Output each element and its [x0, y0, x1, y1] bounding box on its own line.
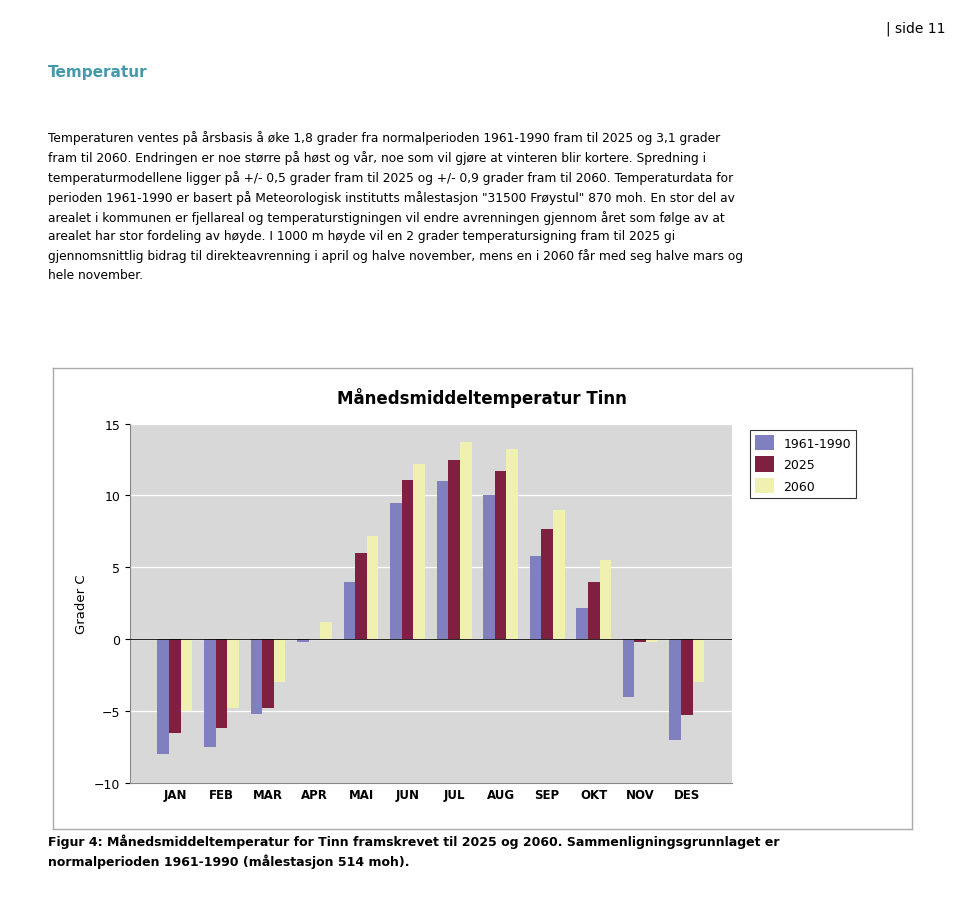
- Bar: [169, 640, 180, 732]
- Bar: [321, 622, 332, 640]
- Bar: [448, 460, 460, 640]
- Bar: [507, 450, 518, 640]
- Bar: [297, 640, 309, 642]
- Bar: [204, 640, 216, 747]
- Bar: [251, 640, 262, 714]
- Text: Temperaturen ventes på årsbasis å øke 1,8 grader fra normalperioden 1961-1990 fr: Temperaturen ventes på årsbasis å øke 1,…: [48, 131, 743, 281]
- Bar: [344, 582, 355, 640]
- Bar: [367, 536, 378, 640]
- Text: Figur 4: Månedsmiddeltemperatur for Tinn framskrevet til 2025 og 2060. Sammenlig: Figur 4: Månedsmiddeltemperatur for Tinn…: [48, 834, 780, 868]
- Text: | side 11: | side 11: [886, 21, 946, 36]
- Bar: [681, 640, 692, 715]
- Bar: [669, 640, 681, 740]
- Bar: [692, 640, 705, 682]
- Bar: [180, 640, 192, 711]
- Bar: [541, 529, 553, 640]
- Bar: [437, 482, 448, 640]
- Bar: [646, 640, 658, 642]
- Bar: [588, 582, 600, 640]
- Y-axis label: Grader C: Grader C: [76, 574, 88, 633]
- Bar: [157, 640, 169, 754]
- Bar: [576, 608, 588, 640]
- Bar: [635, 640, 646, 642]
- Text: Månedsmiddeltemperatur Tinn: Månedsmiddeltemperatur Tinn: [338, 387, 627, 407]
- Bar: [530, 557, 541, 640]
- Bar: [460, 443, 471, 640]
- Bar: [262, 640, 274, 709]
- Bar: [274, 640, 285, 682]
- Bar: [414, 465, 425, 640]
- Bar: [402, 480, 414, 640]
- Bar: [483, 496, 494, 640]
- Text: VESTLANDSFORSKING: VESTLANDSFORSKING: [12, 16, 306, 41]
- Bar: [600, 560, 612, 640]
- Legend: 1961-1990, 2025, 2060: 1961-1990, 2025, 2060: [750, 430, 856, 498]
- Bar: [494, 472, 507, 640]
- Bar: [216, 640, 228, 729]
- Bar: [553, 510, 564, 640]
- Bar: [355, 553, 367, 640]
- Bar: [623, 640, 635, 697]
- Text: Temperatur: Temperatur: [48, 65, 148, 80]
- Bar: [228, 640, 239, 709]
- Bar: [390, 503, 402, 640]
